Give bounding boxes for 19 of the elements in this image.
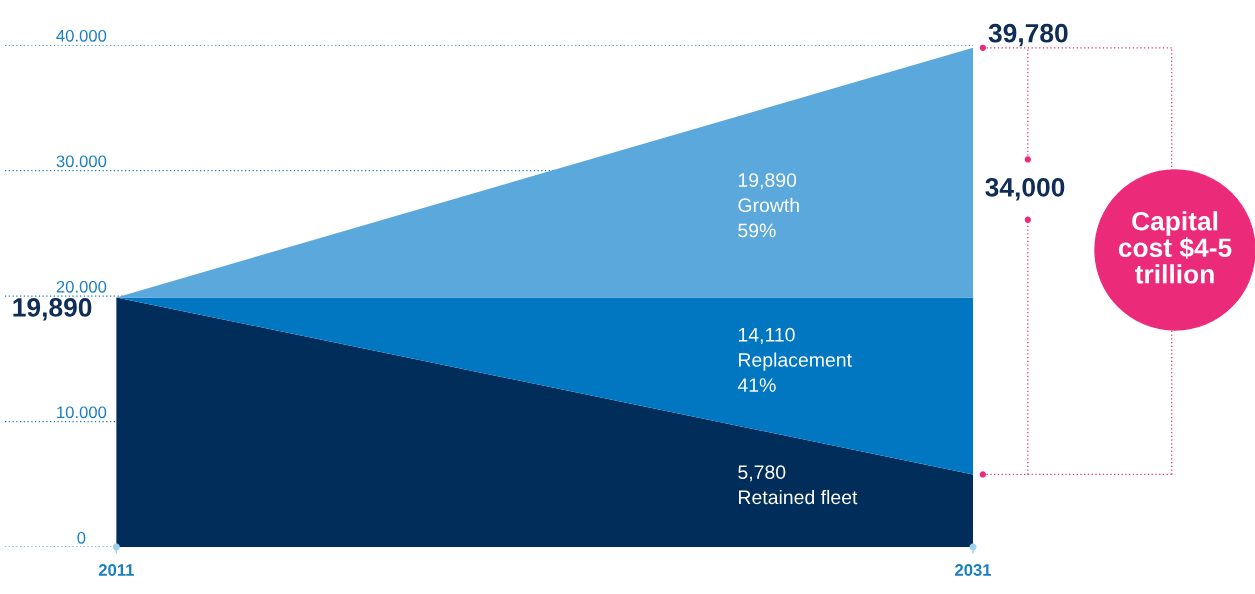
y-tick-label: 10.000 bbox=[57, 406, 107, 419]
annotation: 14,110 bbox=[738, 327, 795, 344]
x-tick-label: 2031 bbox=[955, 564, 992, 576]
annotation: 41% bbox=[737, 378, 776, 392]
y-tick-label: 40.000 bbox=[56, 29, 107, 42]
annotation: 59% bbox=[738, 223, 776, 238]
text: 39,780 bbox=[988, 23, 1068, 47]
text: Capital cost $4-5 trillion bbox=[1118, 211, 1232, 284]
series-label: Growth bbox=[738, 197, 799, 213]
annotation: 5,780 bbox=[738, 465, 786, 482]
text: 34,000 bbox=[985, 177, 1065, 201]
series-label: Retained fleet bbox=[739, 489, 858, 505]
y-tick-label: 30.000 bbox=[56, 155, 107, 168]
annotation: 19,890 bbox=[13, 298, 92, 321]
series-label: Replacement bbox=[739, 352, 852, 371]
y-tick-label: 20.000 bbox=[56, 280, 107, 293]
annotation: 19,890 bbox=[738, 173, 797, 190]
y-tick-label: 0 bbox=[77, 531, 86, 544]
x-tick-label: 2011 bbox=[98, 564, 134, 576]
